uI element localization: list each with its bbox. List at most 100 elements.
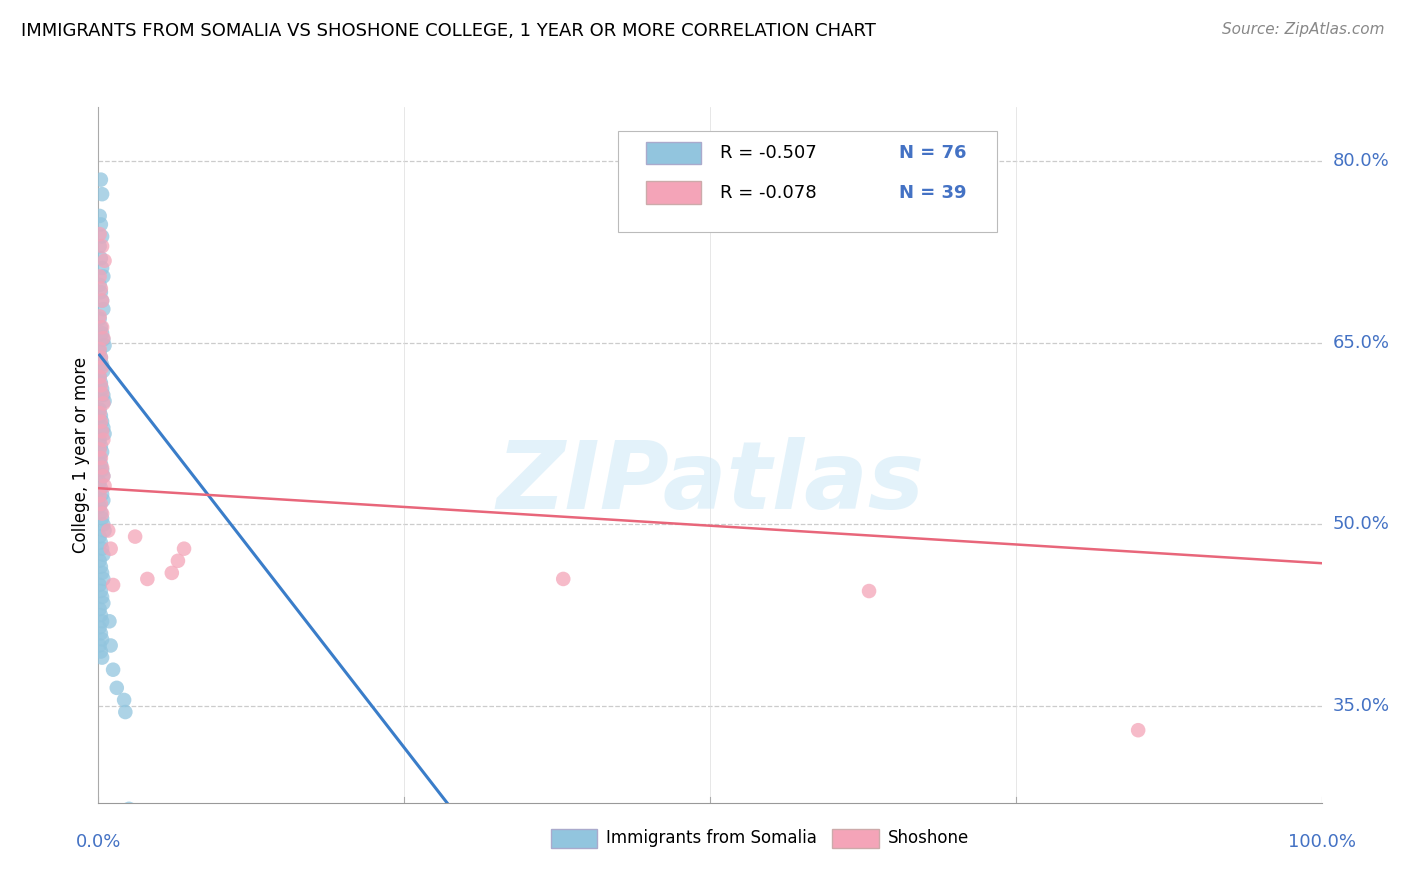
Point: [114, 705, 136, 719]
Point: [90, 320, 112, 334]
Point: [90, 378, 112, 392]
Point: [91, 415, 114, 429]
Point: [89, 370, 111, 384]
Point: [90, 376, 112, 390]
Point: [89, 578, 111, 592]
Point: [91, 302, 114, 317]
Point: [90, 497, 112, 511]
Point: [91, 239, 114, 253]
Point: [91, 326, 114, 341]
Text: ZIPatlas: ZIPatlas: [496, 437, 924, 529]
Point: [93, 394, 115, 409]
Point: [91, 487, 114, 501]
Point: [90, 559, 112, 574]
FancyBboxPatch shape: [551, 829, 598, 848]
Point: [89, 433, 111, 447]
Point: [91, 187, 114, 202]
Text: 50.0%: 50.0%: [1333, 516, 1389, 533]
Point: [89, 620, 111, 634]
Point: [90, 285, 112, 300]
Text: Shoshone: Shoshone: [887, 830, 969, 847]
Text: 35.0%: 35.0%: [1333, 697, 1391, 715]
Point: [100, 639, 122, 653]
Point: [89, 227, 111, 241]
Point: [105, 681, 128, 695]
Point: [91, 493, 114, 508]
Point: [89, 602, 111, 616]
Point: [91, 360, 114, 375]
Point: [91, 433, 114, 447]
FancyBboxPatch shape: [832, 829, 879, 848]
FancyBboxPatch shape: [647, 142, 702, 164]
Text: 65.0%: 65.0%: [1333, 334, 1389, 352]
Point: [91, 332, 114, 346]
Point: [160, 566, 183, 580]
Point: [91, 517, 114, 532]
Point: [91, 260, 114, 275]
Point: [91, 364, 114, 378]
Point: [90, 351, 112, 365]
Point: [124, 530, 146, 544]
Point: [90, 608, 112, 623]
Point: [173, 541, 195, 556]
Point: [167, 554, 190, 568]
Point: [136, 572, 159, 586]
Point: [118, 802, 141, 816]
Point: [91, 386, 114, 401]
Point: [91, 572, 114, 586]
FancyBboxPatch shape: [647, 181, 702, 203]
Point: [89, 488, 111, 502]
Point: [89, 209, 111, 223]
Point: [90, 439, 112, 453]
Point: [89, 530, 111, 544]
Point: [89, 475, 111, 490]
Point: [91, 632, 114, 647]
Point: [91, 469, 114, 483]
Point: [90, 535, 112, 549]
Point: [90, 584, 112, 599]
Point: [91, 396, 114, 410]
Point: [91, 460, 114, 475]
Point: [89, 239, 111, 253]
Point: [89, 269, 111, 284]
Point: [90, 351, 112, 365]
Point: [90, 415, 112, 429]
Text: 100.0%: 100.0%: [1288, 833, 1355, 851]
Point: [112, 693, 135, 707]
Point: [91, 596, 114, 610]
Point: [97, 524, 120, 538]
Point: [93, 426, 115, 441]
Point: [98, 615, 121, 629]
Text: Immigrants from Somalia: Immigrants from Somalia: [606, 830, 817, 847]
Point: [89, 370, 111, 384]
Point: [90, 172, 112, 186]
Point: [89, 406, 111, 420]
Text: IMMIGRANTS FROM SOMALIA VS SHOSHONE COLLEGE, 1 YEAR OR MORE CORRELATION CHART: IMMIGRANTS FROM SOMALIA VS SHOSHONE COLL…: [21, 22, 876, 40]
Text: R = -0.507: R = -0.507: [720, 144, 817, 162]
Point: [91, 420, 114, 434]
Point: [91, 331, 114, 345]
Point: [90, 457, 112, 471]
Point: [90, 505, 112, 519]
Point: [101, 663, 124, 677]
Point: [91, 269, 114, 284]
Point: [90, 409, 112, 423]
Point: [89, 442, 111, 457]
Point: [89, 500, 111, 514]
Text: 0.0%: 0.0%: [76, 833, 121, 851]
Point: [90, 218, 112, 232]
Point: [90, 281, 112, 295]
Point: [89, 450, 111, 465]
Point: [91, 463, 114, 477]
Point: [91, 511, 114, 525]
Point: [93, 338, 115, 352]
Point: [91, 320, 114, 334]
Point: [89, 554, 111, 568]
Point: [91, 548, 114, 562]
Text: N = 39: N = 39: [900, 184, 967, 202]
Y-axis label: College, 1 year or more: College, 1 year or more: [72, 357, 90, 553]
Point: [101, 578, 124, 592]
Point: [90, 450, 112, 465]
Point: [90, 252, 112, 266]
Point: [91, 445, 114, 459]
